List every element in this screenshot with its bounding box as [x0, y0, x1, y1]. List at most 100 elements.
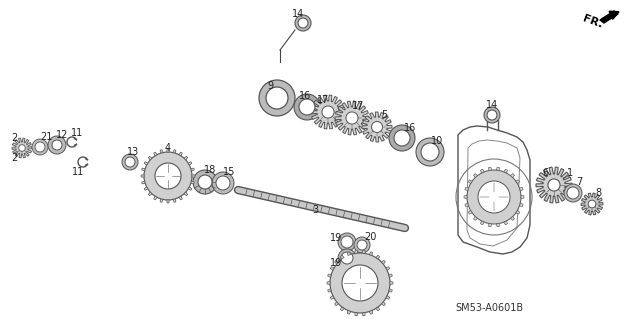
Polygon shape — [386, 296, 390, 299]
Text: 8: 8 — [595, 188, 601, 198]
Polygon shape — [348, 252, 351, 256]
Polygon shape — [511, 174, 515, 178]
Text: 6: 6 — [542, 168, 548, 178]
Polygon shape — [504, 221, 508, 225]
Text: 17: 17 — [317, 95, 329, 105]
Text: 4: 4 — [165, 143, 171, 153]
Polygon shape — [141, 168, 145, 171]
Polygon shape — [328, 289, 332, 292]
Polygon shape — [335, 101, 369, 135]
Circle shape — [122, 154, 138, 170]
Polygon shape — [144, 187, 148, 190]
Polygon shape — [465, 203, 468, 206]
Polygon shape — [481, 221, 484, 225]
Circle shape — [299, 99, 315, 115]
Polygon shape — [488, 224, 492, 227]
Circle shape — [338, 249, 356, 267]
Polygon shape — [520, 188, 523, 191]
Circle shape — [421, 143, 439, 161]
Polygon shape — [474, 174, 477, 178]
Polygon shape — [388, 289, 392, 292]
Text: 15: 15 — [223, 167, 235, 177]
Polygon shape — [376, 307, 380, 311]
Circle shape — [19, 145, 26, 151]
Circle shape — [216, 176, 230, 190]
Circle shape — [342, 265, 378, 301]
Circle shape — [35, 142, 45, 152]
Text: 7: 7 — [576, 177, 582, 187]
Polygon shape — [504, 169, 508, 173]
Text: 1: 1 — [567, 168, 573, 178]
Polygon shape — [173, 199, 176, 202]
Text: 16: 16 — [404, 123, 416, 133]
Polygon shape — [335, 260, 339, 264]
Polygon shape — [141, 175, 144, 177]
Circle shape — [354, 237, 370, 253]
Polygon shape — [173, 150, 176, 153]
Polygon shape — [184, 156, 188, 160]
Circle shape — [371, 122, 383, 132]
Polygon shape — [600, 11, 618, 23]
Polygon shape — [362, 112, 392, 142]
Circle shape — [416, 138, 444, 166]
Polygon shape — [388, 274, 392, 277]
Polygon shape — [191, 168, 195, 171]
Text: 19: 19 — [330, 258, 342, 268]
Polygon shape — [521, 196, 524, 198]
Text: 16: 16 — [299, 91, 311, 101]
Circle shape — [484, 107, 500, 123]
Polygon shape — [148, 192, 152, 196]
Text: 21: 21 — [40, 132, 52, 142]
Circle shape — [338, 233, 356, 251]
Circle shape — [330, 253, 390, 313]
Text: 20: 20 — [364, 232, 376, 242]
Text: 12: 12 — [56, 130, 68, 140]
Text: 2: 2 — [11, 153, 17, 163]
Circle shape — [125, 157, 135, 167]
Circle shape — [48, 136, 66, 154]
Polygon shape — [581, 193, 603, 215]
Polygon shape — [355, 313, 358, 316]
Circle shape — [478, 181, 510, 213]
Text: 19: 19 — [330, 233, 342, 243]
Polygon shape — [536, 167, 572, 203]
Circle shape — [212, 172, 234, 194]
Polygon shape — [376, 255, 380, 259]
Polygon shape — [381, 260, 385, 264]
Circle shape — [346, 112, 358, 124]
Polygon shape — [327, 282, 330, 285]
Polygon shape — [355, 250, 358, 253]
Circle shape — [341, 236, 353, 248]
Polygon shape — [328, 274, 332, 277]
Text: 14: 14 — [486, 100, 498, 110]
Text: 13: 13 — [127, 147, 139, 157]
Circle shape — [394, 130, 410, 146]
Circle shape — [294, 94, 320, 120]
Polygon shape — [516, 180, 520, 184]
Polygon shape — [386, 267, 390, 271]
Circle shape — [198, 175, 212, 189]
Circle shape — [322, 106, 334, 118]
Polygon shape — [496, 224, 499, 227]
Text: 10: 10 — [431, 136, 443, 146]
Polygon shape — [148, 156, 152, 160]
Circle shape — [548, 179, 560, 191]
Circle shape — [389, 125, 415, 151]
Polygon shape — [465, 188, 468, 191]
Circle shape — [52, 140, 62, 150]
Polygon shape — [369, 252, 372, 256]
Text: 9: 9 — [267, 81, 273, 91]
Circle shape — [32, 139, 48, 155]
Polygon shape — [520, 203, 523, 206]
Circle shape — [487, 110, 497, 120]
Text: 2: 2 — [11, 133, 17, 143]
Circle shape — [588, 200, 596, 208]
Polygon shape — [311, 95, 345, 129]
Text: SM53-A0601B: SM53-A0601B — [455, 303, 523, 313]
Polygon shape — [481, 169, 484, 173]
Circle shape — [155, 163, 181, 189]
Text: FR.: FR. — [581, 14, 604, 30]
Circle shape — [564, 184, 582, 202]
Polygon shape — [160, 199, 163, 202]
Circle shape — [193, 170, 217, 194]
